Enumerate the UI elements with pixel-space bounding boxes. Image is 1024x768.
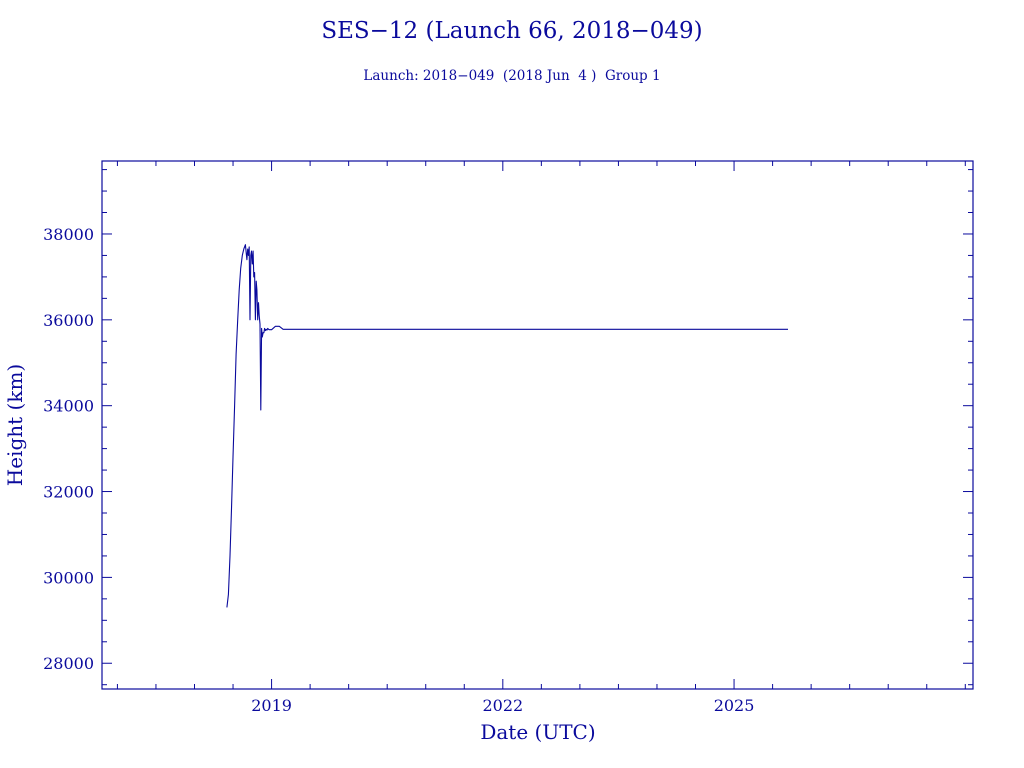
x-tick-label: 2022 <box>482 696 523 715</box>
chart-title: SES−12 (Launch 66, 2018−049) <box>321 18 702 44</box>
y-tick-label: 30000 <box>43 568 94 587</box>
y-tick-label: 38000 <box>43 225 94 244</box>
height-series-line <box>226 244 788 608</box>
axis-tick-labels: 2019 2022 2025 28000 30000 32000 34000 36000 380… <box>43 225 754 715</box>
axis-ticks <box>102 161 973 689</box>
x-axis-label: Date (UTC) <box>480 720 595 744</box>
x-tick-label: 2025 <box>714 696 755 715</box>
y-tick-label: 28000 <box>43 654 94 673</box>
y-axis-label: Height (km) <box>3 364 27 486</box>
plot-frame <box>101 160 974 690</box>
chart-subtitle: Launch: 2018−049 (2018 Jun 4 ) Group 1 <box>363 68 660 84</box>
y-tick-label: 36000 <box>43 311 94 330</box>
x-tick-label: 2019 <box>251 696 292 715</box>
y-tick-label: 32000 <box>43 483 94 502</box>
y-tick-label: 34000 <box>43 397 94 416</box>
